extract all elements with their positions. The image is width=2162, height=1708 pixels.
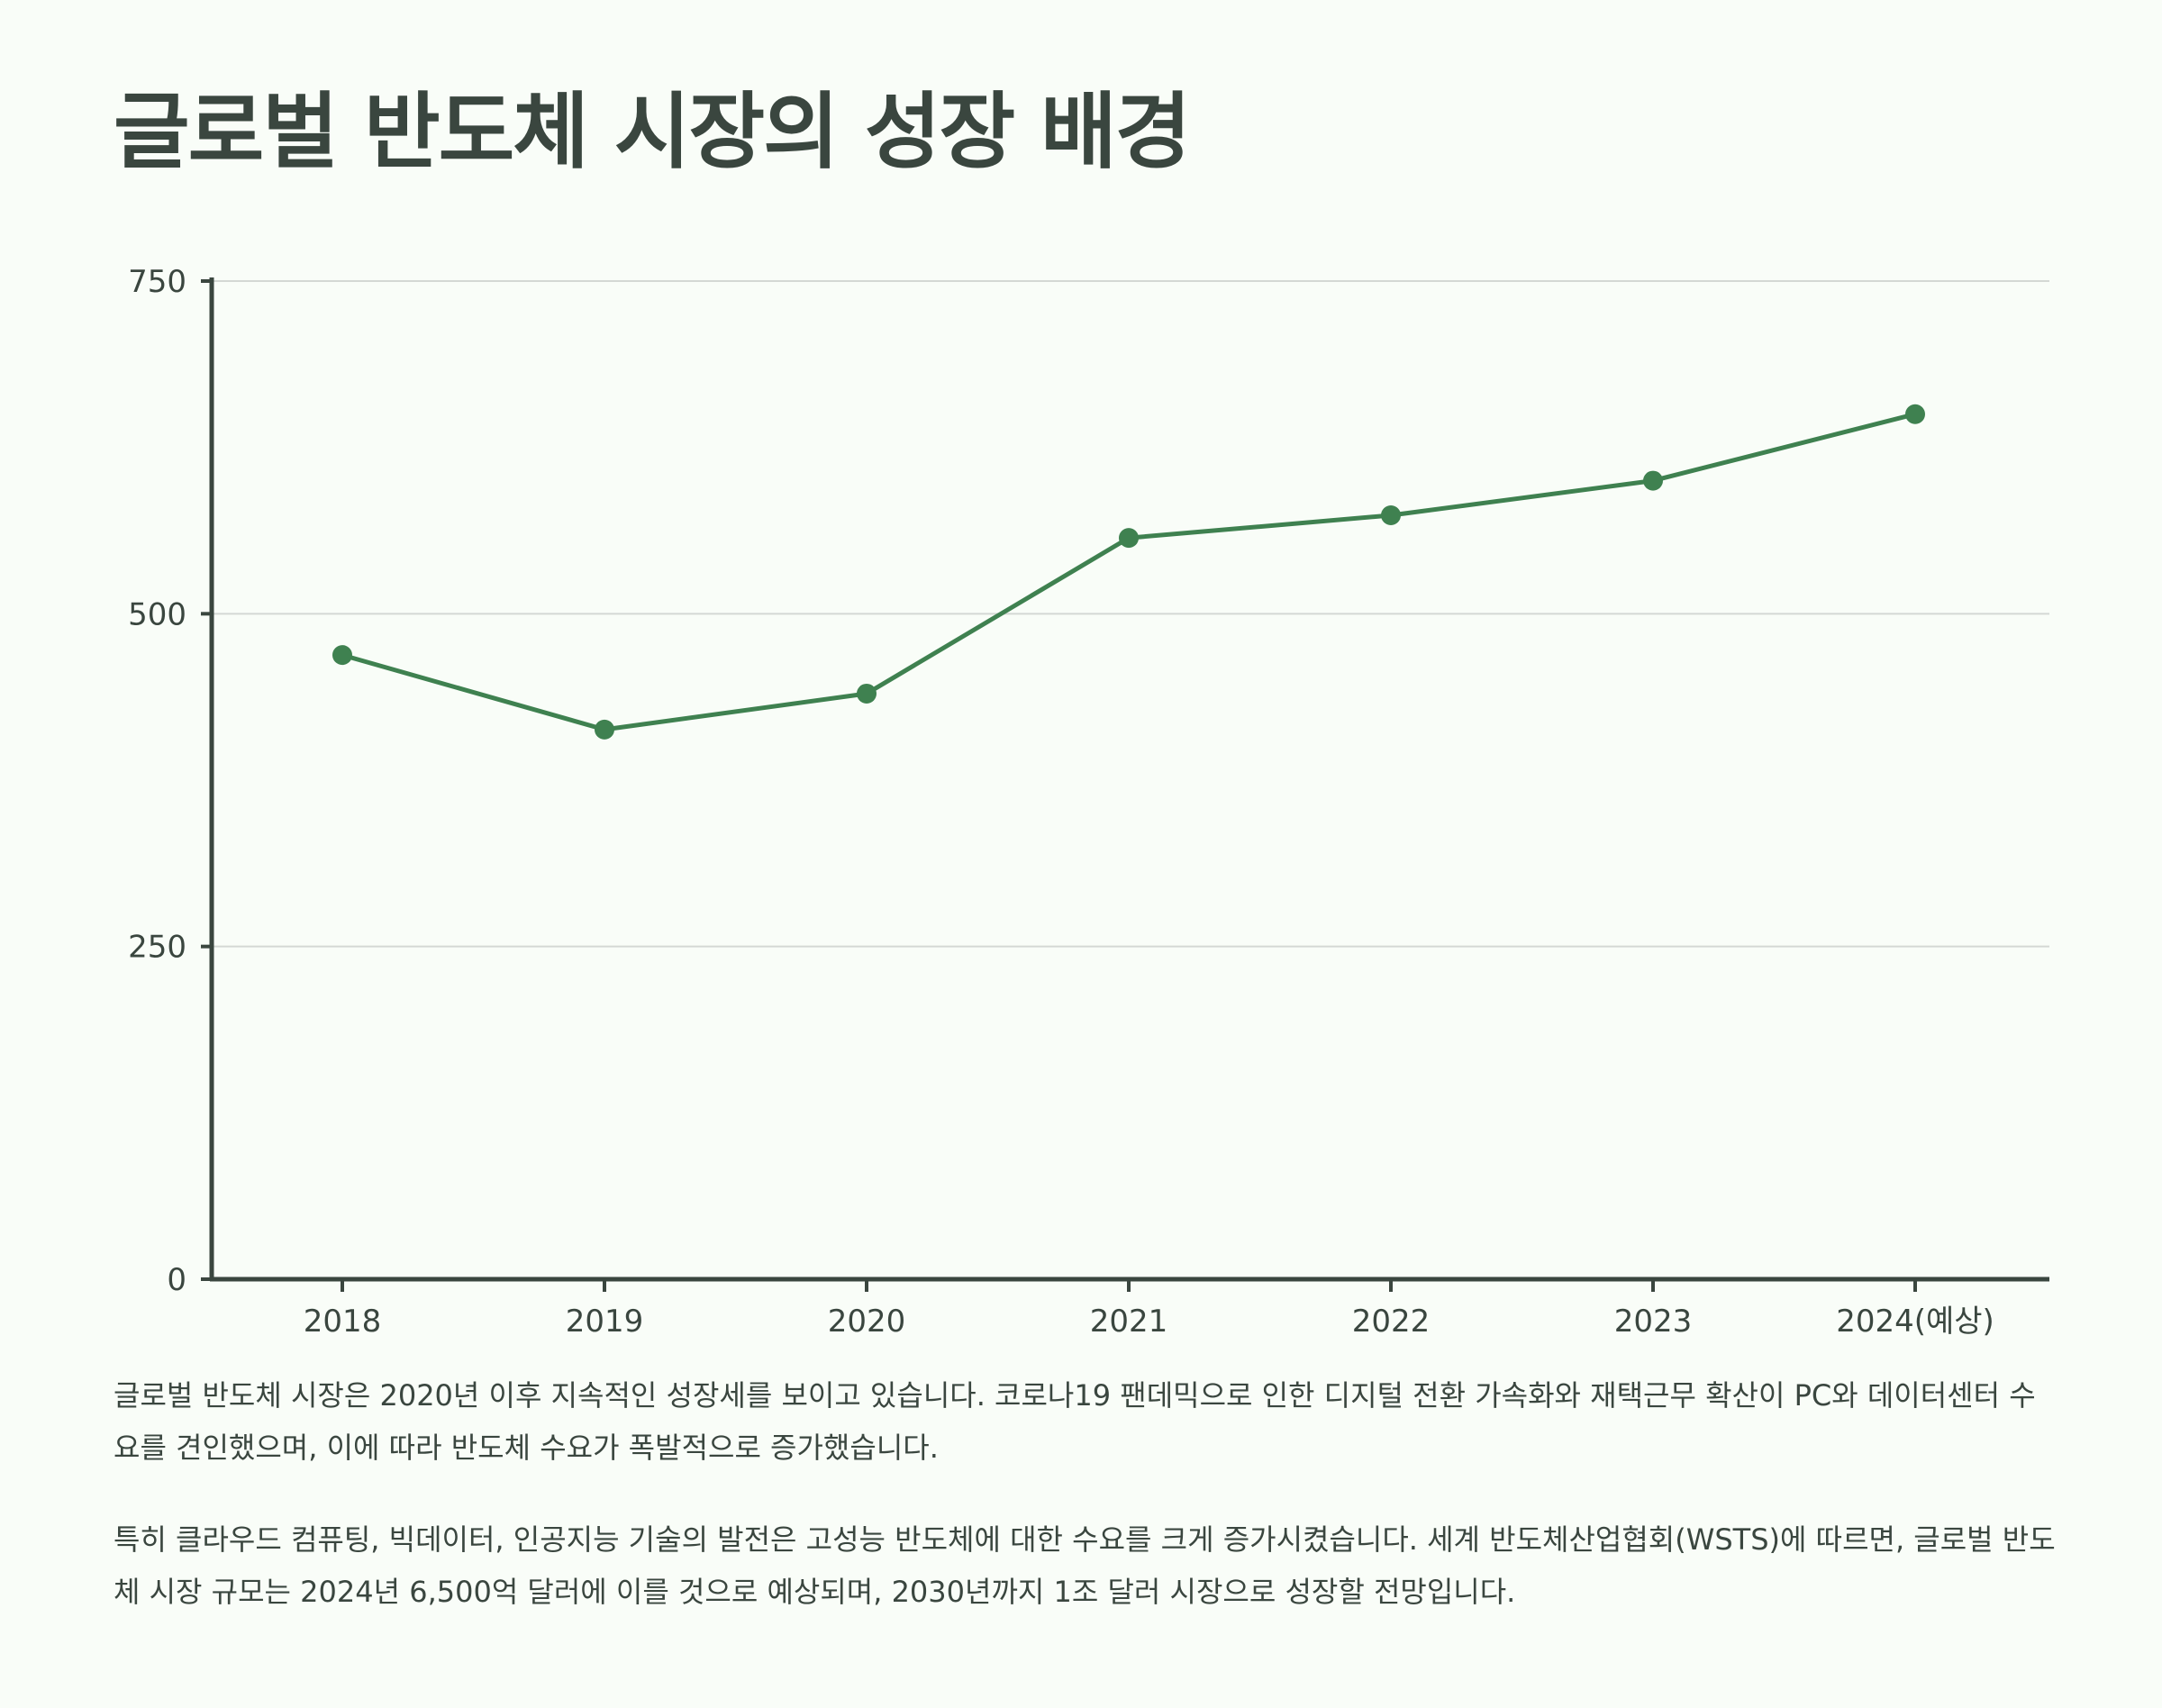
y-tick-label: 750: [128, 264, 186, 300]
x-tick-label: 2023: [1614, 1304, 1693, 1340]
x-tick-label: 2021: [1090, 1304, 1168, 1340]
description-paragraph-2: 특히 클라우드 컴퓨팅, 빅데이터, 인공지능 기술의 발전은 고성능 반도체에…: [114, 1522, 2056, 1609]
x-tick-label: 2018: [304, 1304, 382, 1340]
x-tick-label: 2022: [1352, 1304, 1431, 1340]
axes: [201, 277, 2049, 1292]
data-point-2023: [1643, 470, 1663, 491]
y-tick-label: 0: [167, 1262, 186, 1298]
data-point-2019: [595, 719, 614, 740]
series-line-0: [341, 412, 1916, 732]
tick-labels: 0 250 500 750 2018 2019 2020 2021 2022 2023 2024(예…: [128, 264, 1994, 1340]
line-chart: 0 250 500 750 2018 2019 2020 2021 2022 2023 2024(예…: [128, 264, 2049, 1340]
y-tick-label: 250: [128, 930, 186, 966]
y-tick-label: 500: [128, 596, 186, 632]
data-point-2024(예상): [1905, 404, 1925, 424]
data-series: [332, 404, 1925, 740]
grid-lines: [212, 280, 2049, 948]
page-title: 글로벌 반도체 시장의 성장 배경: [114, 84, 1191, 180]
data-point-2022: [1381, 505, 1401, 526]
description-paragraph-1: 글로벌 반도체 시장은 2020년 이후 지속적인 성장세를 보이고 있습니다.…: [114, 1378, 2036, 1465]
x-tick-label: 2024(예상): [1836, 1304, 1994, 1340]
data-point-2018: [332, 645, 352, 666]
x-tick-label: 2020: [828, 1304, 906, 1340]
data-point-2021: [1119, 528, 1139, 549]
x-tick-label: 2019: [566, 1304, 644, 1340]
data-point-2020: [857, 683, 877, 704]
